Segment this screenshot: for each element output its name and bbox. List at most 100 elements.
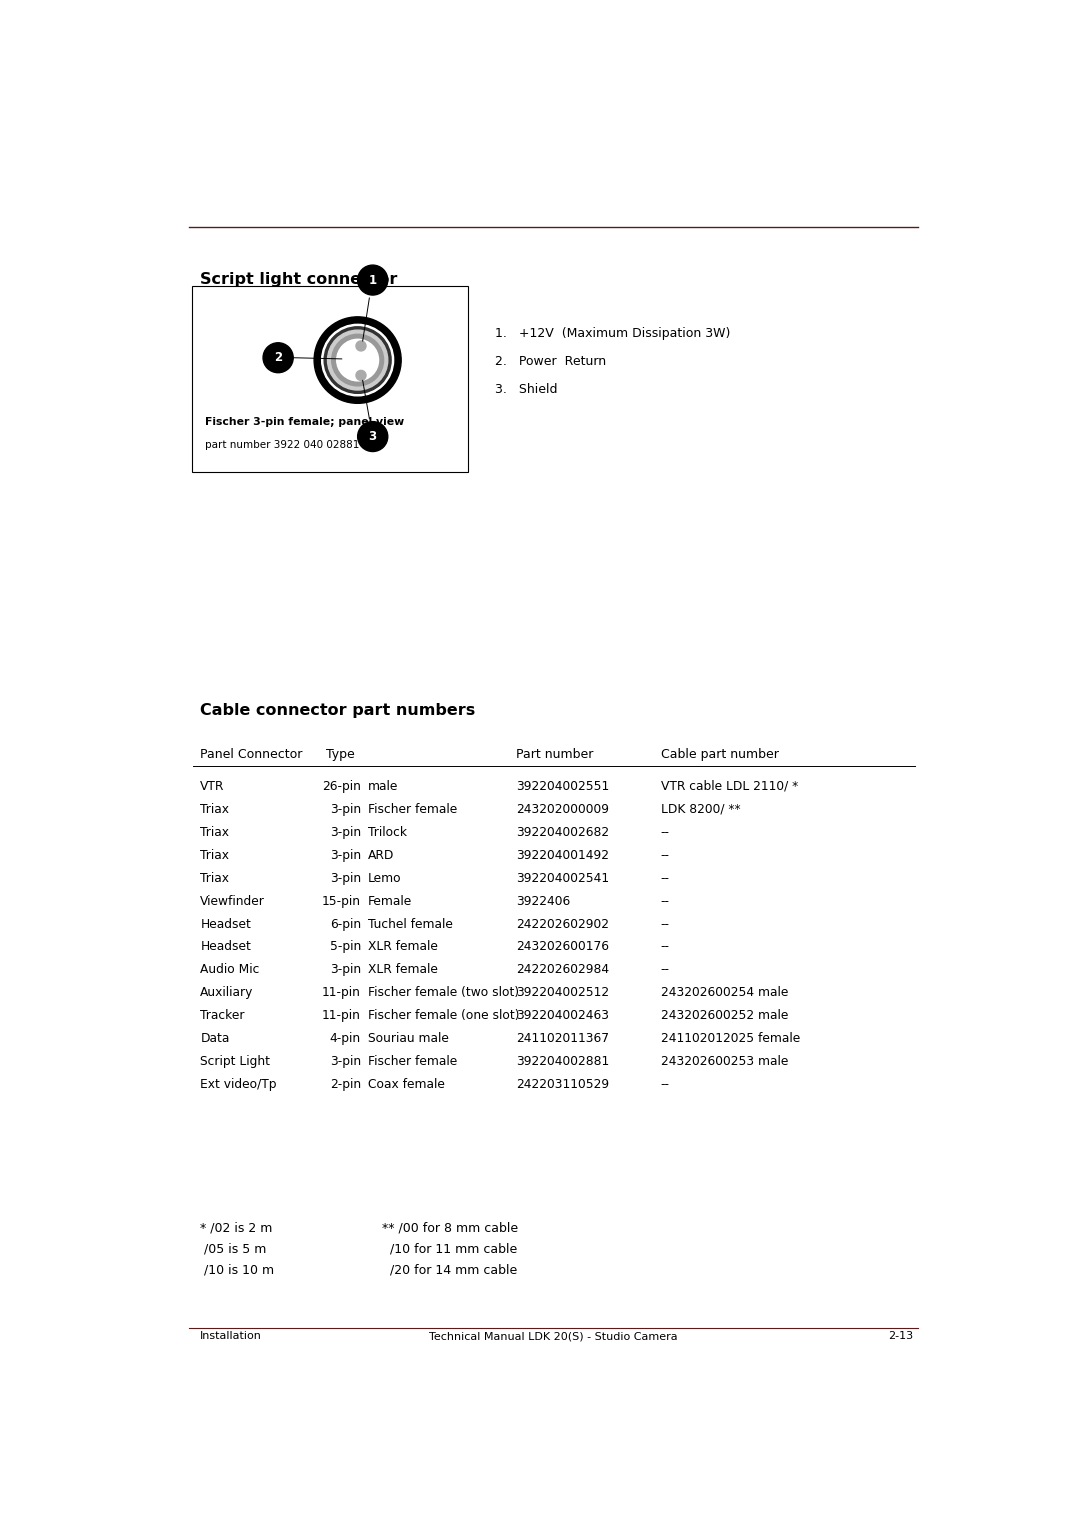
Text: 392204001492: 392204001492	[516, 848, 609, 862]
Ellipse shape	[327, 330, 388, 390]
Text: 243202600176: 243202600176	[516, 940, 609, 953]
Text: Ext video/Tp: Ext video/Tp	[200, 1079, 276, 1091]
Text: Headset: Headset	[200, 917, 252, 931]
Text: --: --	[661, 1079, 670, 1091]
Text: * /02 is 2 m: * /02 is 2 m	[200, 1221, 272, 1235]
Text: --: --	[661, 964, 670, 976]
Text: Auxiliary: Auxiliary	[200, 987, 254, 999]
Text: 2.   Power  Return: 2. Power Return	[495, 354, 606, 368]
Text: 4-pin: 4-pin	[329, 1033, 361, 1045]
Text: Fischer 3-pin female; panel view: Fischer 3-pin female; panel view	[205, 417, 404, 426]
Text: 3-pin: 3-pin	[329, 1056, 361, 1068]
Ellipse shape	[356, 370, 366, 380]
Ellipse shape	[356, 341, 366, 351]
Text: /10 is 10 m: /10 is 10 m	[200, 1264, 274, 1276]
Text: Tracker: Tracker	[200, 1010, 245, 1022]
Text: LDK 8200/ **: LDK 8200/ **	[661, 802, 740, 816]
Text: Trilock: Trilock	[367, 825, 407, 839]
Text: Coax female: Coax female	[367, 1079, 445, 1091]
Ellipse shape	[357, 264, 388, 295]
Text: male: male	[367, 779, 399, 793]
Text: 243202600254 male: 243202600254 male	[661, 987, 788, 999]
Text: 15-pin: 15-pin	[322, 894, 361, 908]
Text: 3: 3	[368, 429, 377, 443]
Text: Viewfinder: Viewfinder	[200, 894, 266, 908]
Text: 2-13: 2-13	[888, 1331, 914, 1342]
Text: Lemo: Lemo	[367, 871, 402, 885]
Text: Fischer female (two slot): Fischer female (two slot)	[367, 987, 518, 999]
Text: 11-pin: 11-pin	[322, 1010, 361, 1022]
Text: Panel Connector: Panel Connector	[200, 749, 302, 761]
Text: --: --	[661, 917, 670, 931]
Ellipse shape	[264, 342, 293, 373]
Text: Audio Mic: Audio Mic	[200, 964, 259, 976]
Text: XLR female: XLR female	[367, 964, 437, 976]
Text: VTR cable LDL 2110/ *: VTR cable LDL 2110/ *	[661, 779, 798, 793]
Text: 241102012025 female: 241102012025 female	[661, 1033, 800, 1045]
Text: --: --	[661, 848, 670, 862]
Text: 6-pin: 6-pin	[329, 917, 361, 931]
Text: --: --	[661, 825, 670, 839]
Text: Tuchel female: Tuchel female	[367, 917, 453, 931]
Text: part number 3922 040 02881: part number 3922 040 02881	[205, 440, 360, 451]
Text: 242203110529: 242203110529	[516, 1079, 609, 1091]
Text: 1: 1	[368, 274, 377, 287]
Ellipse shape	[341, 354, 352, 364]
Text: 3.   Shield: 3. Shield	[495, 384, 557, 396]
Text: Installation: Installation	[200, 1331, 262, 1342]
Text: Triax: Triax	[200, 802, 229, 816]
Text: 3-pin: 3-pin	[329, 825, 361, 839]
Text: Souriau male: Souriau male	[367, 1033, 448, 1045]
Text: Triax: Triax	[200, 848, 229, 862]
Text: 392204002541: 392204002541	[516, 871, 609, 885]
Text: Triax: Triax	[200, 825, 229, 839]
Text: Fischer female: Fischer female	[367, 802, 457, 816]
Text: 3922406: 3922406	[516, 894, 570, 908]
Text: Type: Type	[326, 749, 354, 761]
Text: ARD: ARD	[367, 848, 394, 862]
Text: Script light connector: Script light connector	[200, 272, 397, 287]
Text: 3-pin: 3-pin	[329, 871, 361, 885]
Text: Cable part number: Cable part number	[661, 749, 779, 761]
Text: Cable connector part numbers: Cable connector part numbers	[200, 703, 475, 718]
Text: 392204002512: 392204002512	[516, 987, 609, 999]
Text: Triax: Triax	[200, 871, 229, 885]
Ellipse shape	[322, 324, 393, 396]
Text: 26-pin: 26-pin	[322, 779, 361, 793]
Text: 392204002551: 392204002551	[516, 779, 609, 793]
Ellipse shape	[324, 327, 391, 393]
Text: 3-pin: 3-pin	[329, 802, 361, 816]
Ellipse shape	[314, 316, 401, 403]
Text: 3-pin: 3-pin	[329, 848, 361, 862]
Text: Technical Manual LDK 20(S) - Studio Camera: Technical Manual LDK 20(S) - Studio Came…	[429, 1331, 678, 1342]
Text: 241102011367: 241102011367	[516, 1033, 609, 1045]
Text: 2: 2	[274, 351, 282, 364]
Text: 242202602902: 242202602902	[516, 917, 609, 931]
Text: 392204002881: 392204002881	[516, 1056, 609, 1068]
Text: 243202000009: 243202000009	[516, 802, 609, 816]
Ellipse shape	[357, 422, 388, 452]
Text: Script Light: Script Light	[200, 1056, 270, 1068]
Text: 242202602984: 242202602984	[516, 964, 609, 976]
Text: 1.   +12V  (Maximum Dissipation 3W): 1. +12V (Maximum Dissipation 3W)	[495, 327, 730, 339]
Text: ** /00 for 8 mm cable: ** /00 for 8 mm cable	[382, 1221, 518, 1235]
Text: Headset: Headset	[200, 940, 252, 953]
Text: /10 for 11 mm cable: /10 for 11 mm cable	[382, 1242, 517, 1256]
Ellipse shape	[332, 335, 383, 387]
Text: 5-pin: 5-pin	[329, 940, 361, 953]
Text: Female: Female	[367, 894, 411, 908]
Text: Data: Data	[200, 1033, 230, 1045]
Text: --: --	[661, 894, 670, 908]
Text: 243202600252 male: 243202600252 male	[661, 1010, 788, 1022]
Ellipse shape	[337, 339, 379, 380]
Text: VTR: VTR	[200, 779, 225, 793]
Text: Fischer female: Fischer female	[367, 1056, 457, 1068]
Text: Fischer female (one slot): Fischer female (one slot)	[367, 1010, 519, 1022]
Text: Part number: Part number	[516, 749, 593, 761]
Text: 2-pin: 2-pin	[329, 1079, 361, 1091]
Bar	[192, 286, 468, 472]
Text: --: --	[661, 871, 670, 885]
Text: 392204002682: 392204002682	[516, 825, 609, 839]
Text: 11-pin: 11-pin	[322, 987, 361, 999]
Text: --: --	[661, 940, 670, 953]
